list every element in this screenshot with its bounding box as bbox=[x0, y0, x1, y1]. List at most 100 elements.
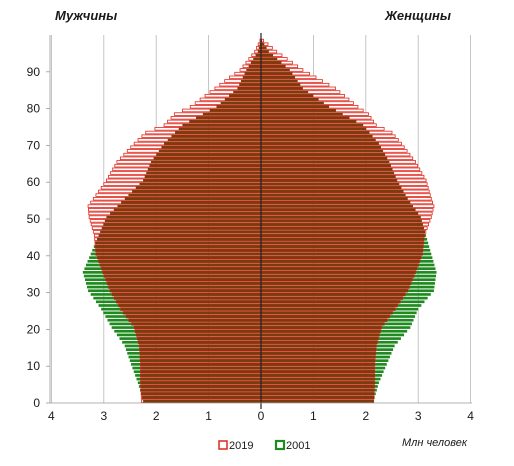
overlap-male-age-70 bbox=[164, 142, 261, 145]
overlap-female-age-14 bbox=[261, 348, 376, 351]
overlap-male-age-87 bbox=[240, 79, 261, 83]
overlap-male-age-60 bbox=[143, 179, 261, 182]
population-tick-label: 2 bbox=[153, 409, 160, 423]
age-axis-ticks: 0 10 20 30 40 50 60 70 80 90 bbox=[27, 35, 51, 410]
overlap-female-age-0 bbox=[261, 399, 374, 403]
overlap-female-age-71 bbox=[261, 138, 376, 142]
overlap-female-age-9 bbox=[261, 366, 375, 370]
overlap-male-age-76 bbox=[189, 120, 261, 123]
overlap-female-age-20 bbox=[261, 326, 382, 329]
overlap-female-age-27 bbox=[261, 300, 401, 304]
overlap-male-age-94 bbox=[255, 53, 261, 57]
overlap-female-age-12 bbox=[261, 355, 376, 359]
overlap-female-age-48 bbox=[261, 223, 423, 226]
population-tick-label: 4 bbox=[48, 409, 55, 423]
overlap-female-age-75 bbox=[261, 123, 364, 127]
overlap-male-age-33 bbox=[105, 278, 261, 282]
overlap-female-age-53 bbox=[261, 204, 413, 208]
overlap-female-age-34 bbox=[261, 274, 415, 278]
overlap-male-age-13 bbox=[139, 351, 261, 355]
legend-2019-swatch bbox=[218, 440, 228, 450]
overlap-male-age-78 bbox=[202, 112, 261, 116]
overlap-male-age-88 bbox=[242, 75, 261, 79]
overlap-female-age-4 bbox=[261, 385, 375, 388]
overlap-female-age-67 bbox=[261, 153, 386, 156]
overlap-male-age-2 bbox=[141, 392, 261, 396]
overlap-male-age-6 bbox=[140, 377, 261, 381]
overlap-female-age-21 bbox=[261, 322, 385, 326]
overlap-female-age-1 bbox=[261, 396, 374, 399]
left-title: Мужчины bbox=[55, 8, 117, 23]
age-tick-label: 90 bbox=[27, 65, 41, 79]
age-tick-label: 40 bbox=[27, 249, 41, 263]
overlap-male-age-24 bbox=[123, 311, 261, 315]
overlap-female-age-39 bbox=[261, 256, 422, 259]
population-tick-label: 3 bbox=[415, 409, 422, 423]
overlap-male-age-20 bbox=[134, 326, 261, 329]
population-tick-label: 2 bbox=[362, 409, 369, 423]
overlap-female-age-85 bbox=[261, 87, 303, 90]
overlap-male-age-68 bbox=[158, 149, 261, 153]
overlap-male-age-16 bbox=[138, 340, 261, 344]
overlap-male-age-49 bbox=[104, 219, 262, 223]
overlap-male-age-77 bbox=[196, 116, 261, 120]
overlap-female-age-51 bbox=[261, 212, 419, 215]
overlap-female-age-25 bbox=[261, 307, 396, 311]
overlap-female-age-31 bbox=[261, 285, 410, 289]
overlap-male-age-69 bbox=[161, 145, 261, 149]
overlap-male-age-18 bbox=[136, 333, 261, 337]
overlap-female-age-56 bbox=[261, 193, 406, 197]
legend-2019-label: 2019 bbox=[229, 440, 253, 452]
age-tick-label: 10 bbox=[27, 359, 41, 373]
legend-2001-label: 2001 bbox=[286, 440, 310, 452]
overlap-female-age-43 bbox=[261, 241, 424, 245]
overlap-male-age-0 bbox=[143, 399, 261, 403]
overlap-female-age-23 bbox=[261, 315, 390, 318]
overlap-female-age-26 bbox=[261, 304, 398, 307]
overlap-male-age-35 bbox=[102, 271, 261, 274]
overlap-male-age-26 bbox=[118, 304, 261, 307]
overlap-male-age-25 bbox=[120, 307, 262, 311]
unit-label: Млн человек bbox=[402, 437, 468, 449]
overlap-male-age-17 bbox=[137, 337, 261, 340]
overlap-male-age-82 bbox=[224, 98, 261, 101]
overlap-male-age-19 bbox=[135, 329, 261, 333]
overlap-male-age-61 bbox=[144, 175, 261, 179]
overlap-female-age-76 bbox=[261, 120, 357, 123]
overlap-male-age-7 bbox=[140, 374, 261, 377]
overlap-female-age-38 bbox=[261, 259, 420, 263]
overlap-male-age-52 bbox=[113, 208, 261, 212]
age-tick-label: 60 bbox=[27, 175, 41, 189]
overlap-female-age-16 bbox=[261, 340, 378, 344]
overlap-female-age-8 bbox=[261, 370, 375, 374]
overlap-female-age-66 bbox=[261, 156, 388, 160]
overlap-male-age-5 bbox=[140, 381, 261, 385]
overlap-female-age-32 bbox=[261, 282, 411, 285]
population-axis-ticks: 4 3 2 1 0 1 2 3 4 bbox=[48, 402, 474, 423]
legend: 2019 2001 bbox=[218, 439, 310, 452]
overlap-male-age-41 bbox=[95, 248, 261, 252]
overlap-male-age-28 bbox=[114, 296, 261, 300]
population-tick-label: 3 bbox=[100, 409, 107, 423]
overlap-female-age-44 bbox=[261, 237, 425, 241]
overlap-male-age-55 bbox=[124, 197, 261, 201]
overlap-male-age-48 bbox=[103, 223, 261, 226]
overlap-female-age-55 bbox=[261, 197, 408, 201]
overlap-female-age-95 bbox=[261, 50, 269, 53]
overlap-female-age-74 bbox=[261, 127, 367, 131]
overlap-female-age-92 bbox=[261, 61, 282, 64]
overlap-male-age-22 bbox=[128, 318, 261, 322]
overlap-female-age-68 bbox=[261, 149, 384, 153]
overlap-female-age-86 bbox=[261, 83, 301, 87]
overlap-male-age-71 bbox=[167, 138, 261, 142]
population-tick-label: 0 bbox=[258, 409, 265, 423]
overlap-female-age-28 bbox=[261, 296, 403, 300]
overlap-female-age-81 bbox=[261, 101, 324, 105]
overlap-female-age-97 bbox=[261, 42, 265, 46]
overlap-female-age-78 bbox=[261, 112, 343, 116]
overlap-male-age-74 bbox=[178, 127, 261, 131]
overlap-male-age-1 bbox=[142, 396, 261, 399]
overlap-female-age-90 bbox=[261, 68, 290, 72]
population-tick-label: 4 bbox=[467, 409, 474, 423]
